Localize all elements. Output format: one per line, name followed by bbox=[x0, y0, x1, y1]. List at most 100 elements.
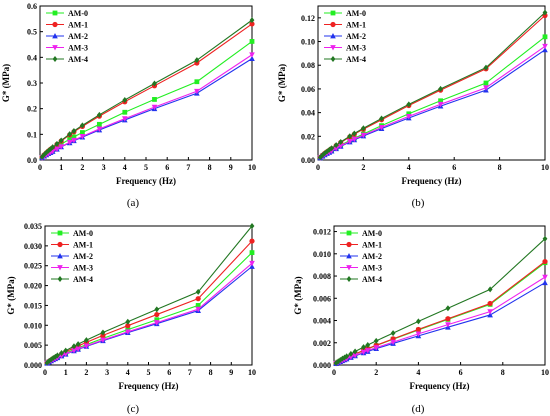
data-point bbox=[96, 111, 102, 118]
data-point bbox=[437, 101, 444, 108]
x-tick-label: 2 bbox=[80, 163, 84, 172]
data-point bbox=[249, 260, 255, 267]
legend-label: AM-0 bbox=[68, 9, 88, 18]
legend-marker bbox=[330, 21, 336, 28]
legend-label: AM-3 bbox=[68, 44, 88, 53]
y-tick-label: 0.1 bbox=[27, 130, 37, 139]
plot-frame bbox=[333, 225, 546, 366]
y-tick-label: 0.5 bbox=[27, 28, 37, 37]
data-point bbox=[361, 344, 366, 351]
data-point bbox=[154, 306, 160, 313]
chart-panel-c: 0 1 2 3 4 5 6 7 8 9 10 0.000 0.005 0.010 0.015 0.020 0.0… bbox=[6, 222, 256, 415]
data-point bbox=[58, 353, 65, 359]
legend-label: AM-2 bbox=[362, 252, 382, 261]
data-point bbox=[63, 347, 69, 354]
legend-label: AM-1 bbox=[362, 241, 382, 250]
legend: AM-0 AM-1 AM-2 AM-3 AM-4 bbox=[51, 229, 93, 284]
legend-label: AM-2 bbox=[68, 32, 88, 41]
x-tick-label: 7 bbox=[188, 368, 192, 377]
legend-marker bbox=[330, 45, 336, 51]
data-point bbox=[483, 85, 489, 91]
data-point bbox=[80, 130, 85, 135]
x-axis-title: Frequency (Hz) bbox=[116, 176, 176, 186]
x-tick-label: 1 bbox=[64, 368, 68, 377]
y-tick-label: 0.000 bbox=[24, 361, 42, 370]
y-axis-title: G* (MPa) bbox=[6, 276, 16, 314]
data-point bbox=[438, 85, 443, 92]
x-axis-title: Frequency (Hz) bbox=[118, 381, 178, 391]
data-point bbox=[125, 323, 131, 329]
legend: AM-0 AM-1 AM-2 AM-3 AM-4 bbox=[340, 229, 382, 284]
data-point bbox=[445, 316, 451, 322]
x-tick-label: 8 bbox=[208, 163, 212, 172]
y-axis-title: G* (MPa) bbox=[293, 276, 303, 314]
data-point bbox=[71, 127, 77, 134]
data-point bbox=[249, 238, 255, 244]
x-tick-label: 10 bbox=[541, 163, 549, 172]
data-point bbox=[80, 122, 85, 129]
y-tick-label: 0.000 bbox=[313, 361, 331, 370]
x-tick-label: 8 bbox=[209, 368, 213, 377]
data-point bbox=[348, 350, 354, 357]
legend-label: AM-0 bbox=[346, 9, 366, 18]
y-tick-label: 0.6 bbox=[27, 2, 37, 11]
data-point bbox=[122, 96, 128, 103]
data-point bbox=[445, 305, 451, 312]
data-point bbox=[249, 55, 255, 62]
legend-marker bbox=[52, 21, 58, 28]
legend-marker bbox=[57, 241, 63, 248]
data-point bbox=[125, 329, 131, 335]
data-point bbox=[96, 121, 102, 127]
data-point bbox=[337, 143, 344, 149]
x-tick-label: 3 bbox=[105, 368, 109, 377]
y-tick-label: 0.008 bbox=[313, 272, 331, 281]
data-point bbox=[100, 337, 106, 344]
data-point bbox=[483, 80, 489, 86]
data-point bbox=[195, 306, 201, 313]
data-point bbox=[333, 145, 339, 152]
legend-label: AM-3 bbox=[73, 264, 93, 273]
data-point bbox=[122, 109, 128, 115]
data-point bbox=[71, 348, 77, 354]
legend-marker bbox=[346, 276, 352, 282]
data-point bbox=[390, 339, 396, 346]
data-point bbox=[390, 330, 396, 337]
y-tick-label: 0.012 bbox=[313, 228, 331, 237]
data-point bbox=[338, 138, 344, 145]
legend-marker bbox=[330, 33, 336, 39]
x-tick-label: 6 bbox=[167, 368, 171, 377]
data-point bbox=[154, 311, 160, 318]
y-tick-label: 0.0 bbox=[27, 156, 37, 165]
plot-frame bbox=[317, 5, 546, 161]
data-point bbox=[58, 144, 64, 150]
data-point bbox=[55, 352, 60, 359]
data-point bbox=[351, 130, 357, 137]
data-point bbox=[71, 137, 77, 144]
data-point bbox=[194, 88, 200, 95]
legend-label: AM-0 bbox=[362, 229, 382, 238]
legend-marker bbox=[346, 265, 352, 271]
y-tick-label: 0.005 bbox=[24, 341, 42, 350]
x-tick-label: 10 bbox=[541, 368, 549, 377]
y-tick-label: 0.025 bbox=[24, 262, 42, 271]
legend-marker bbox=[52, 45, 58, 51]
y-tick-label: 0.010 bbox=[24, 321, 42, 330]
x-tick-label: 9 bbox=[229, 163, 233, 172]
data-point bbox=[322, 150, 328, 157]
x-tick-label: 5 bbox=[144, 163, 148, 172]
x-tick-label: 7 bbox=[186, 163, 190, 172]
legend-marker bbox=[57, 230, 63, 236]
series-am-2 bbox=[333, 279, 548, 366]
y-axis-title: G* (MPa) bbox=[277, 64, 287, 102]
legend-marker bbox=[57, 265, 63, 271]
series-am-2 bbox=[39, 55, 255, 161]
x-axis-title: Frequency (Hz) bbox=[401, 176, 461, 186]
data-point bbox=[483, 64, 489, 71]
data-point bbox=[194, 57, 200, 64]
data-point bbox=[249, 52, 255, 58]
data-point bbox=[50, 144, 56, 151]
panel-caption: (c) bbox=[127, 403, 140, 415]
x-tick-label: 6 bbox=[165, 163, 169, 172]
legend-label: AM-1 bbox=[68, 21, 88, 30]
legend-marker bbox=[346, 230, 352, 236]
